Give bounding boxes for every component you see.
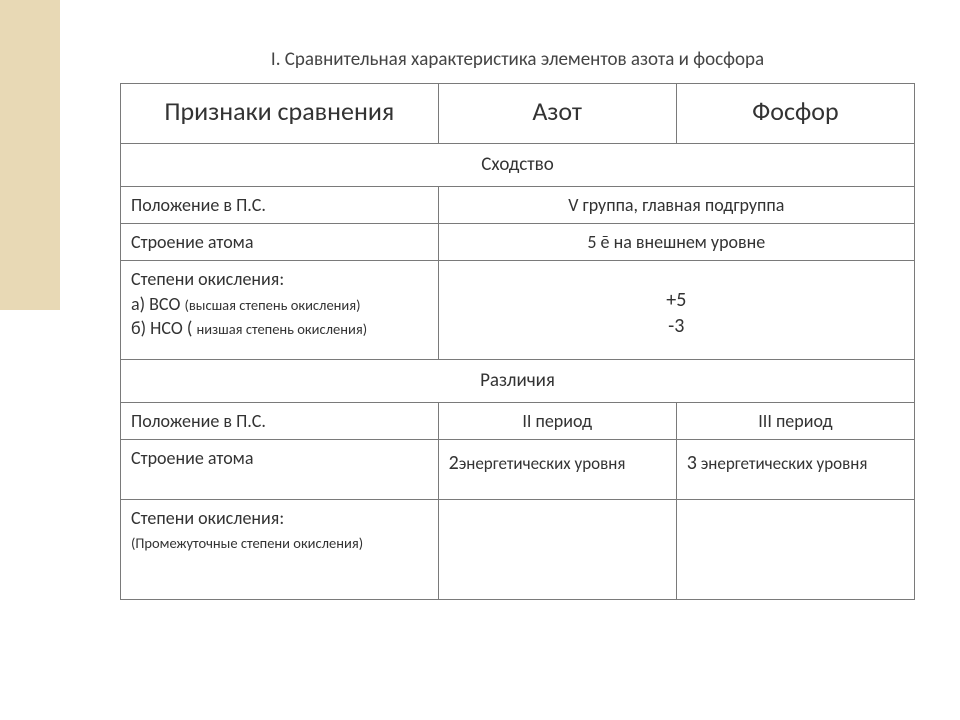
slide-content: I. Сравнительная характеристика элементо… xyxy=(120,48,915,600)
diff-structure-p-txt: энергетических уровня xyxy=(697,453,868,474)
col-header-features: Признаки сравнения xyxy=(121,84,439,144)
table-row: Строение атома 5 ē на внешнем уровне xyxy=(121,224,915,261)
row-label-diff-oxidation: Степени окисления: (Промежуточные степен… xyxy=(121,499,439,599)
diff-structure-n: 2энергетических уровня xyxy=(438,440,676,499)
section-row-difference: Различия xyxy=(121,360,915,403)
oxidation-b-sub: низшая степень окисления) xyxy=(196,320,367,338)
diff-structure-p-num: 3 xyxy=(687,451,697,475)
table-row: Положение в П.С. II период III период xyxy=(121,402,915,439)
oxidation-a-label: а) ВСО xyxy=(131,293,184,315)
section-label-similarity: Сходство xyxy=(121,144,915,187)
oxidation-a-sub: (высшая степень окисления) xyxy=(184,296,360,314)
section-row-similarity: Сходство xyxy=(121,144,915,187)
table-row: Степени окисления: а) ВСО (высшая степен… xyxy=(121,261,915,360)
decorative-side-strip xyxy=(0,0,60,310)
diff-ox-main: Степени окисления: xyxy=(131,507,284,529)
row-label-diff-position: Положение в П.С. xyxy=(121,402,439,439)
row-label-structure: Строение атома xyxy=(121,224,439,261)
diff-ox-p xyxy=(676,499,914,599)
row-label-diff-structure: Строение атома xyxy=(121,440,439,499)
oxidation-main-label: Степени окисления: xyxy=(131,268,284,290)
row-label-oxidation: Степени окисления: а) ВСО (высшая степен… xyxy=(121,261,439,360)
diff-ox-n xyxy=(438,499,676,599)
diff-position-n: II период xyxy=(438,402,676,439)
col-header-nitrogen: Азот xyxy=(438,84,676,144)
table-row: Строение атома 2энергетических уровня 3 … xyxy=(121,440,915,499)
table-header-row: Признаки сравнения Азот Фосфор xyxy=(121,84,915,144)
table-row: Степени окисления: (Промежуточные степен… xyxy=(121,499,915,599)
row-label-position: Положение в П.С. xyxy=(121,186,439,223)
col-header-phosphorus: Фосфор xyxy=(676,84,914,144)
row-value-position: V группа, главная подгруппа xyxy=(438,186,914,223)
section-label-difference: Различия xyxy=(121,360,915,403)
diff-structure-n-txt: энергетических уровня xyxy=(459,453,626,474)
table-row: Положение в П.С. V группа, главная подгр… xyxy=(121,186,915,223)
diff-position-p: III период xyxy=(676,402,914,439)
oxidation-high: +5 xyxy=(666,288,686,312)
comparison-table: Признаки сравнения Азот Фосфор Сходство … xyxy=(120,83,915,600)
diff-structure-p: 3 энергетических уровня xyxy=(676,440,914,499)
row-value-structure: 5 ē на внешнем уровне xyxy=(438,224,914,261)
diff-structure-n-num: 2 xyxy=(449,451,459,475)
diff-ox-sub: (Промежуточные степени окисления) xyxy=(131,534,363,552)
row-value-oxidation: +5 -3 xyxy=(438,261,914,360)
slide-title: I. Сравнительная характеристика элементо… xyxy=(120,48,915,71)
oxidation-b-label: б) НСО ( xyxy=(131,317,196,339)
oxidation-low: -3 xyxy=(668,314,684,338)
